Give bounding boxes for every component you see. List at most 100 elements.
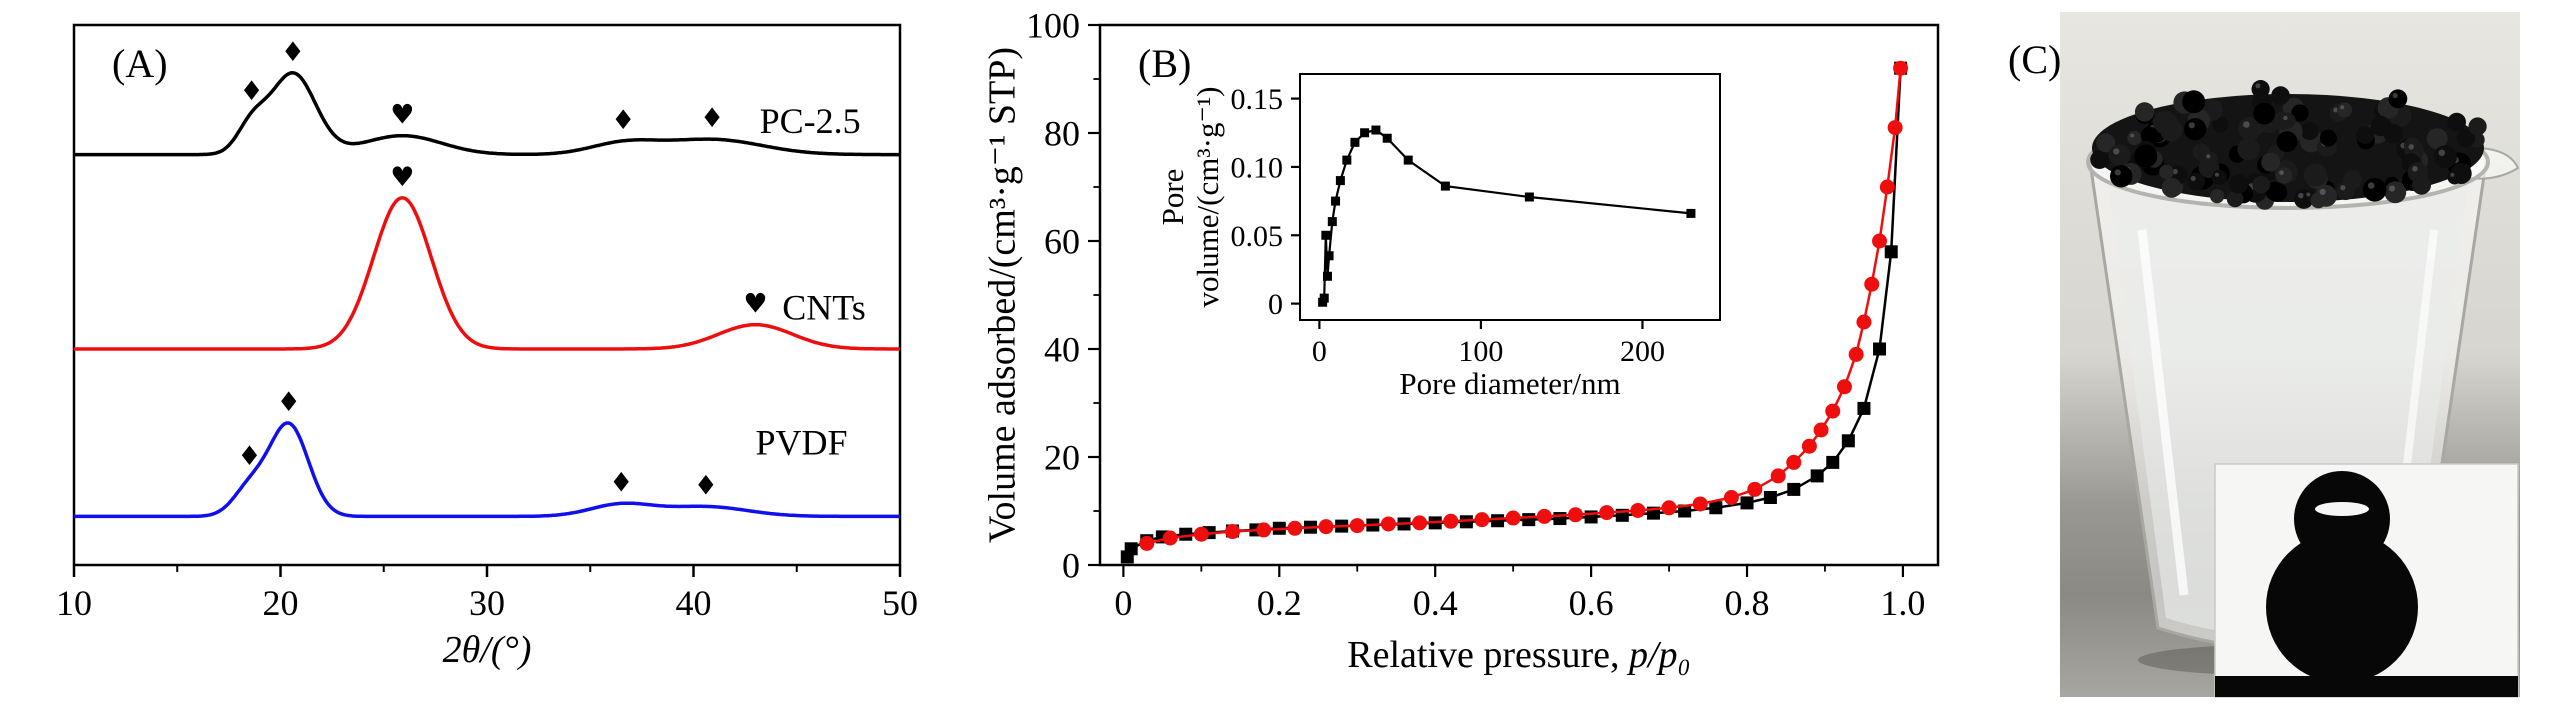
marker-square-pore-volume: [1321, 230, 1331, 240]
carbon-sphere: [2362, 178, 2387, 202]
panel-b-isotherm-chart-x-tick-label: 0.4: [1413, 583, 1458, 623]
carbon-sphere: [2447, 112, 2466, 132]
panel-b-isotherm-chart-y-tick-label: 60: [1044, 222, 1080, 262]
carbon-sphere: [2412, 175, 2431, 195]
panel-c-photo: [2060, 12, 2520, 698]
panel-b-isotherm-chart-y-tick-label: 40: [1044, 330, 1080, 370]
carbon-sphere: [2203, 151, 2218, 166]
sphere-highlight: [2279, 170, 2284, 175]
diamond-marker: ♦: [281, 37, 305, 68]
carbon-sphere: [2186, 172, 2205, 191]
marker-circle-desorption: [1193, 526, 1209, 542]
marker-circle-desorption: [1139, 535, 1155, 551]
inset-y-axis-title-line1: Pore: [1155, 168, 1190, 226]
marker-circle-desorption: [1599, 505, 1615, 521]
marker-square-pore-volume: [1335, 176, 1345, 186]
marker-square-adsorption: [1124, 542, 1138, 556]
marker-circle-desorption: [1287, 520, 1303, 536]
panel-b-y-axis-title: Volume adsorbed/(cm³·g⁻¹ STP): [981, 47, 1024, 543]
marker-square-pore-volume: [1322, 271, 1332, 281]
panel-b-isotherm-chart-x-tick-label: 0.8: [1725, 583, 1770, 623]
marker-circle-desorption: [1505, 510, 1521, 526]
marker-square-pore-volume: [1403, 155, 1413, 165]
marker-circle-desorption: [1864, 276, 1880, 292]
panel-b-inset-pore-chart-y-tick-label: 0.15: [1231, 83, 1284, 116]
carbon-sphere: [2184, 118, 2207, 141]
carbon-sphere: [2096, 133, 2116, 153]
panel-b-inset-pore-chart: 0 100 200 0 0.05 0.10 0.15: [1231, 73, 1721, 368]
diamond-marker: ♦: [609, 467, 633, 498]
marker-circle-desorption: [1887, 120, 1903, 136]
sphere-highlight: [2206, 154, 2211, 159]
marker-circle-desorption: [1692, 496, 1708, 512]
carbon-sphere: [2456, 128, 2476, 148]
sphere-highlight: [2367, 182, 2375, 189]
carbon-sphere: [2271, 86, 2290, 105]
xrd-curve-CNTs: [74, 196, 900, 351]
sphere-highlight: [2298, 192, 2304, 199]
carbon-sphere: [2279, 112, 2296, 129]
marker-circle-desorption: [1770, 468, 1786, 484]
droplet-body: [2266, 531, 2418, 683]
marker-square-pore-volume: [1440, 181, 1450, 191]
series-label-PVDF: PVDF: [755, 422, 847, 462]
carbon-sphere: [2315, 184, 2337, 207]
sphere-highlight: [2283, 115, 2288, 121]
panel-b-isotherm-chart-x-tick-label: 0: [1114, 583, 1132, 623]
sphere-highlight: [2438, 149, 2446, 157]
sphere-highlight: [2319, 188, 2326, 195]
panel-a-x-tick-label: 50: [882, 583, 918, 623]
panel-b-letter: (B): [1138, 41, 1192, 86]
marker-square-pore-volume: [1350, 137, 1360, 147]
marker-square-pore-volume: [1686, 208, 1696, 218]
series-label-PC-2.5: PC-2.5: [760, 101, 861, 141]
marker-circle-desorption: [1536, 508, 1552, 524]
marker-square-pore-volume: [1319, 293, 1329, 303]
marker-circle-desorption: [1893, 60, 1909, 76]
panel-b-isotherm-chart-y-tick-label: 20: [1044, 438, 1080, 478]
carbon-sphere: [2276, 131, 2298, 153]
carbon-sphere: [2182, 90, 2206, 114]
carbon-sphere: [2433, 145, 2457, 169]
carbon-sphere: [2303, 163, 2327, 187]
droplet-head: [2294, 471, 2390, 567]
sphere-highlight: [2340, 185, 2346, 191]
heart-marker: ♥: [390, 162, 414, 193]
sphere-highlight: [2130, 133, 2135, 138]
panel-a-x-tick-label: 10: [56, 583, 92, 623]
droplet-highlight: [2315, 502, 2369, 516]
panel-b-inset-pore-chart-frame: [1299, 73, 1721, 321]
sphere-highlight: [2333, 107, 2339, 113]
diamond-marker: ♦: [700, 103, 724, 134]
marker-square-adsorption: [1826, 455, 1840, 469]
carbon-sphere: [2319, 129, 2337, 147]
carbon-sphere: [2237, 137, 2260, 161]
marker-circle-desorption: [1856, 314, 1872, 330]
carbon-sphere: [2291, 104, 2309, 122]
series-label-CNTs: CNTs: [782, 287, 866, 327]
sphere-highlight: [2255, 83, 2261, 89]
marker-square-adsorption: [1873, 342, 1887, 356]
panel-b-isotherm-chart: 0 0.2 0.4 0.6 0.8 1.0 0 20 40 60 80 100: [1026, 6, 1940, 623]
marker-circle-desorption: [1836, 379, 1852, 395]
marker-square-adsorption: [1179, 527, 1193, 541]
marker-square-adsorption: [1884, 245, 1898, 259]
marker-square-adsorption: [1553, 512, 1567, 526]
carbon-sphere: [2426, 128, 2448, 150]
sphere-highlight: [2172, 168, 2178, 175]
sphere-highlight: [2113, 148, 2120, 155]
marker-circle-desorption: [1872, 233, 1888, 249]
marker-square-pore-volume: [1331, 196, 1341, 206]
sphere-highlight: [2188, 122, 2195, 129]
panel-b-isotherm-chart-y-tick-label: 100: [1026, 6, 1080, 46]
carbon-sphere: [2447, 170, 2462, 185]
sphere-highlight: [2214, 172, 2220, 177]
panel-b-inset-pore-chart-y-tick-label: 0.05: [1231, 220, 1284, 253]
marker-circle-desorption: [1825, 403, 1841, 419]
carbon-sphere: [2159, 164, 2174, 180]
carbon-sphere: [2388, 89, 2408, 109]
carbon-sphere: [2261, 152, 2281, 172]
panel-a-x-axis-title: 2θ/(°): [442, 629, 532, 671]
panel-b-isotherm-chart-x-tick-label: 1.0: [1880, 583, 1925, 623]
